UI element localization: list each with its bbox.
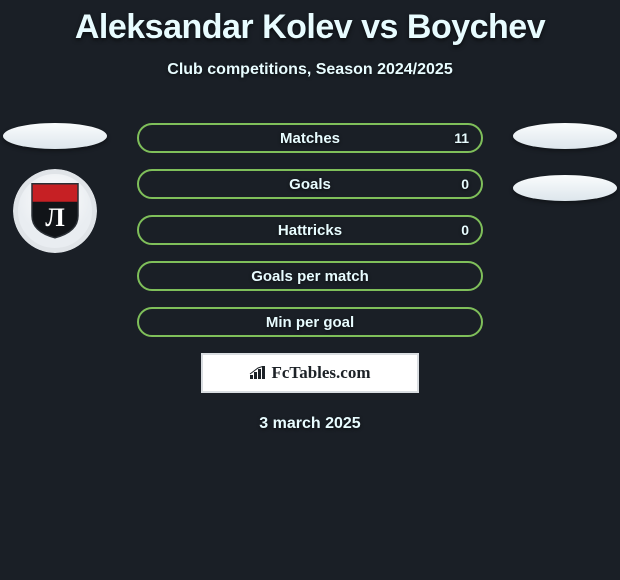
stat-label: Hattricks: [278, 222, 342, 239]
stat-row-goals-per-match: Goals per match: [137, 261, 483, 291]
bar-chart-icon: [249, 366, 267, 380]
club-logo-placeholder: [513, 175, 617, 201]
stat-row-matches: Matches 11: [137, 123, 483, 153]
player-photo-placeholder: [3, 123, 107, 149]
stat-row-min-per-goal: Min per goal: [137, 307, 483, 337]
brand-text: FcTables.com: [271, 363, 370, 383]
right-player-column: [510, 123, 620, 201]
stat-value-right: 0: [461, 222, 469, 238]
brand-badge: FcTables.com: [201, 353, 419, 393]
left-player-column: Л: [0, 123, 110, 253]
stat-row-hattricks: Hattricks 0: [137, 215, 483, 245]
page-title: Aleksandar Kolev vs Boychev: [0, 0, 620, 47]
subtitle: Club competitions, Season 2024/2025: [0, 61, 620, 79]
stat-row-goals: Goals 0: [137, 169, 483, 199]
stat-label: Goals per match: [251, 268, 369, 285]
stat-label: Matches: [280, 130, 340, 147]
stat-value-right: 0: [461, 176, 469, 192]
shield-letter: Л: [45, 203, 64, 232]
date-label: 3 march 2025: [0, 415, 620, 433]
club-logo: Л: [13, 169, 97, 253]
stat-label: Min per goal: [266, 314, 354, 331]
shield-icon: Л: [28, 180, 82, 240]
player-photo-placeholder: [513, 123, 617, 149]
stats-list: Matches 11 Goals 0 Hattricks 0 Goals per…: [137, 123, 483, 337]
comparison-content: Л Matches 11 Goals 0 Hattricks 0 Goals p…: [0, 123, 620, 433]
stat-label: Goals: [289, 176, 331, 193]
stat-value-right: 11: [454, 130, 469, 146]
